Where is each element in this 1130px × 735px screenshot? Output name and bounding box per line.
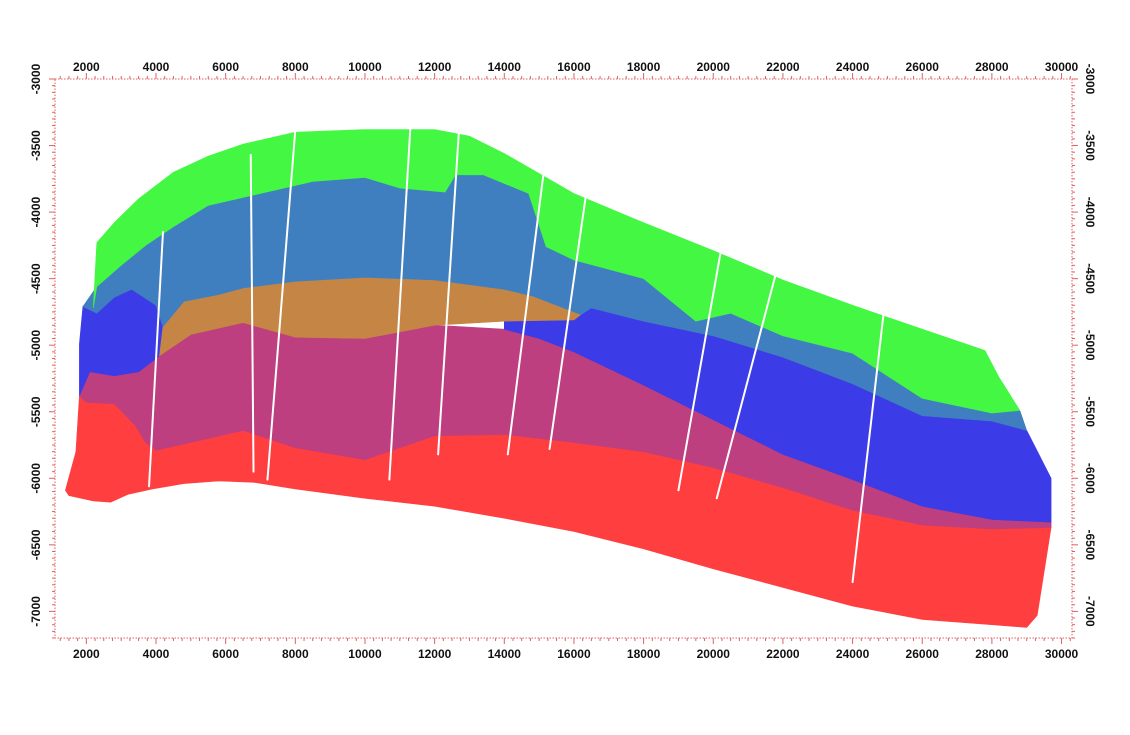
x-tick-label-bottom: 18000 [627, 647, 661, 661]
y-tick-label-left: -3000 [29, 63, 43, 94]
x-tick-label-bottom: 16000 [557, 647, 591, 661]
x-tick-label-top: 28000 [975, 60, 1009, 74]
y-tick-label-left: -5500 [29, 396, 43, 427]
x-tick-label-top: 16000 [557, 60, 591, 74]
x-tick-label-bottom: 6000 [212, 647, 239, 661]
y-tick-label-left: -7000 [29, 596, 43, 627]
layer-6 [93, 129, 1021, 414]
layers-group [65, 129, 1052, 628]
y-tick-label-left: -6000 [29, 463, 43, 494]
x-tick-label-top: 14000 [488, 60, 522, 74]
y-tick-label-right: -5500 [1083, 396, 1097, 427]
x-tick-label-bottom: 28000 [975, 647, 1009, 661]
fault-line-4 [437, 128, 461, 456]
x-tick-label-top: 10000 [348, 60, 382, 74]
x-tick-label-bottom: 30000 [1045, 647, 1079, 661]
x-tick-label-bottom: 20000 [697, 647, 731, 661]
y-tick-label-right: -7000 [1083, 596, 1097, 627]
y-tick-label-right: -6500 [1083, 529, 1097, 560]
y-tick-label-right: -5000 [1083, 330, 1097, 361]
faults-group [148, 128, 885, 584]
axis-tick-labels: 2000 2000 4000 4000 6000 6000 8000 8000 10000 100… [29, 60, 1097, 661]
x-tick-label-bottom: 10000 [348, 647, 382, 661]
y-tick-label-left: -4000 [29, 196, 43, 227]
fault-line-9 [851, 309, 885, 584]
x-tick-label-top: 12000 [418, 60, 452, 74]
fault-line-3 [388, 128, 412, 481]
x-tick-label-top: 6000 [212, 60, 239, 74]
x-tick-label-bottom: 2000 [73, 647, 100, 661]
x-tick-label-top: 26000 [906, 60, 940, 74]
y-tick-label-right: -4000 [1083, 197, 1097, 228]
x-tick-label-bottom: 4000 [143, 647, 170, 661]
x-tick-label-bottom: 8000 [282, 647, 309, 661]
x-tick-label-top: 24000 [836, 60, 870, 74]
x-tick-label-bottom: 26000 [906, 647, 940, 661]
y-tick-label-left: -3500 [29, 130, 43, 161]
x-tick-label-top: 8000 [282, 60, 309, 74]
y-tick-label-right: -3000 [1083, 64, 1097, 95]
y-tick-label-left: -4500 [29, 263, 43, 294]
x-tick-label-top: 20000 [697, 60, 731, 74]
x-tick-label-bottom: 12000 [418, 647, 452, 661]
fault-line-7 [677, 233, 725, 492]
y-tick-label-left: -6500 [29, 529, 43, 560]
x-tick-label-top: 4000 [143, 60, 170, 74]
fault-line-0 [148, 231, 164, 488]
axis-ticks [49, 73, 1078, 644]
x-tick-label-top: 2000 [73, 60, 100, 74]
x-tick-label-top: 30000 [1045, 60, 1079, 74]
fault-line-8 [715, 259, 781, 500]
fault-line-2 [266, 128, 297, 481]
y-tick-label-right: -4500 [1083, 263, 1097, 294]
x-tick-label-bottom: 14000 [488, 647, 522, 661]
y-tick-label-right: -6000 [1083, 463, 1097, 494]
x-tick-label-bottom: 24000 [836, 647, 870, 661]
y-tick-label-left: -5000 [29, 330, 43, 361]
x-tick-label-bottom: 22000 [766, 647, 800, 661]
fault-line-6 [548, 180, 589, 451]
y-tick-label-right: -3500 [1083, 130, 1097, 161]
x-tick-label-top: 22000 [766, 60, 800, 74]
fault-line-5 [506, 152, 548, 456]
fault-line-1 [249, 153, 255, 473]
x-tick-label-top: 18000 [627, 60, 661, 74]
